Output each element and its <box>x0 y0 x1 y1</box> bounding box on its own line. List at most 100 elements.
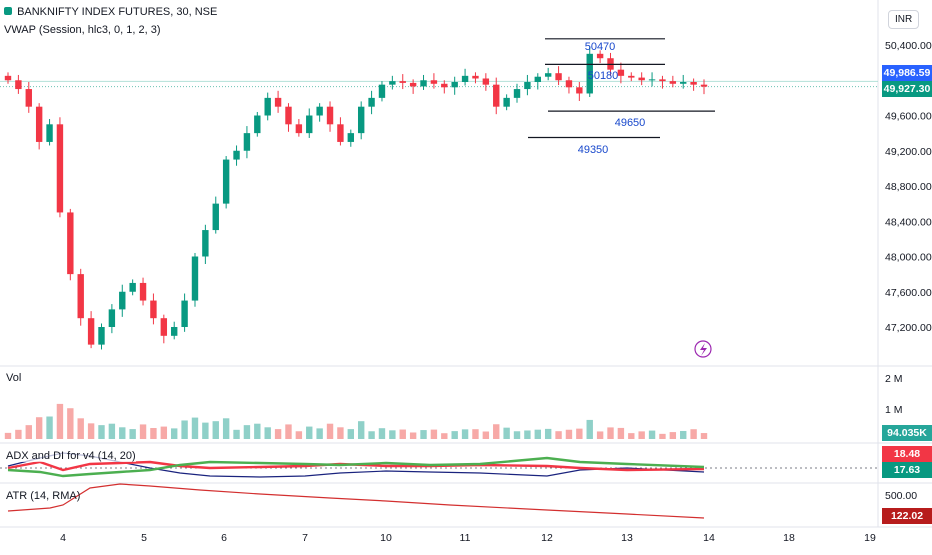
candle-body <box>212 203 219 231</box>
volume-bar <box>482 431 490 439</box>
candle-body <box>441 83 448 88</box>
volume-bar <box>700 433 708 439</box>
volume-bar <box>4 432 12 439</box>
price-axis-tick: 49,200.00 <box>885 146 932 158</box>
volume-bar <box>576 428 583 439</box>
time-axis-tick: 19 <box>864 532 876 544</box>
adx-label[interactable]: ADX and DI for v4 (14, 20) <box>6 450 136 462</box>
time-axis-tick: 13 <box>621 532 633 544</box>
candle-body <box>264 97 271 116</box>
price-axis-tick: 48,800.00 <box>885 181 932 193</box>
candle-body <box>326 106 334 125</box>
volume-bar <box>399 429 406 439</box>
volume-bar <box>628 433 635 439</box>
candle-body <box>565 80 573 88</box>
candle-body <box>337 124 344 142</box>
candle-body <box>680 82 687 84</box>
candle-body <box>357 106 365 134</box>
candle-body <box>46 124 53 142</box>
volume-bar <box>191 417 199 439</box>
volume-bar <box>108 423 116 439</box>
volume-bar <box>544 428 552 439</box>
candle-body <box>534 76 541 83</box>
volume-tag: 94.035K <box>882 425 932 441</box>
volume-bar <box>139 424 147 439</box>
volume-bar <box>690 429 697 439</box>
candle-body <box>98 327 105 345</box>
vwap-price-tag: 49,986.59 <box>882 65 932 81</box>
candle-body <box>233 150 240 160</box>
time-axis-tick: 7 <box>302 532 308 544</box>
volume-bar <box>503 427 510 439</box>
candle-body <box>482 78 490 85</box>
candle-body <box>274 97 282 107</box>
di-plus-line <box>7 456 705 478</box>
volume-bar <box>368 431 375 439</box>
candle-body <box>430 80 438 84</box>
candle-body <box>420 80 427 87</box>
atr-label[interactable]: ATR (14, RMA) <box>6 490 81 502</box>
market-status-icon <box>4 7 12 15</box>
candle-body <box>544 73 552 77</box>
volume-bar <box>25 425 32 439</box>
volume-bar <box>77 418 84 439</box>
candle-body <box>596 53 604 59</box>
candle-body <box>129 282 136 292</box>
candle-body <box>472 75 479 79</box>
candle-body <box>700 84 708 87</box>
candle-body <box>669 81 677 84</box>
volume-bar <box>181 420 188 439</box>
volume-bar <box>56 403 64 439</box>
time-axis-tick: 5 <box>141 532 147 544</box>
volume-bar <box>669 432 677 439</box>
candle-body <box>378 84 386 98</box>
candle-body <box>306 115 313 134</box>
volume-bar <box>233 429 240 439</box>
volume-bar <box>347 429 355 439</box>
volume-bar <box>171 428 178 439</box>
volume-bar <box>638 431 645 439</box>
volume-bar <box>67 408 74 439</box>
candle-body <box>181 300 188 327</box>
adx-green-tag: 17.63 <box>882 462 932 478</box>
currency-badge[interactable]: INR <box>888 10 920 29</box>
price-axis-tick: 48,000.00 <box>885 252 932 264</box>
level-label: 49650 <box>615 117 646 129</box>
time-axis-tick: 18 <box>783 532 795 544</box>
time-axis-tick: 6 <box>221 532 227 544</box>
volume-bar <box>274 429 282 439</box>
volume-bar <box>285 424 292 439</box>
candle-body <box>119 291 126 310</box>
volume-bar <box>596 431 604 439</box>
candle-body <box>389 81 396 85</box>
volume-bar <box>243 425 251 439</box>
candle-body <box>295 124 303 134</box>
volume-bar <box>15 429 22 439</box>
candle-body <box>628 75 635 78</box>
candle-body <box>222 159 230 204</box>
volume-axis-tick: 1 M <box>885 404 903 416</box>
di-minus-line <box>7 460 705 472</box>
volume-bar <box>119 427 126 439</box>
volume-bar <box>617 427 625 439</box>
candle-body <box>191 256 199 301</box>
volume-bar <box>409 432 417 439</box>
candle-body <box>202 230 209 257</box>
price-axis-tick: 47,600.00 <box>885 287 932 299</box>
alert-bolt-icon <box>694 340 712 358</box>
volume-axis-tick: 2 M <box>885 373 903 385</box>
volume-label[interactable]: Vol <box>6 372 22 384</box>
price-axis-tick: 49,600.00 <box>885 111 932 123</box>
volume-bar <box>202 422 209 439</box>
candle-body <box>524 82 531 90</box>
volume-bar <box>378 428 386 439</box>
vwap-indicator-label[interactable]: VWAP (Session, hlc3, 0, 1, 2, 3) <box>4 24 161 36</box>
time-axis-tick: 4 <box>60 532 66 544</box>
volume-bar <box>295 431 303 439</box>
level-label: 50180 <box>588 70 619 82</box>
volume-bar <box>35 417 43 439</box>
volume-bar <box>524 430 531 439</box>
volume-bar <box>493 424 500 439</box>
